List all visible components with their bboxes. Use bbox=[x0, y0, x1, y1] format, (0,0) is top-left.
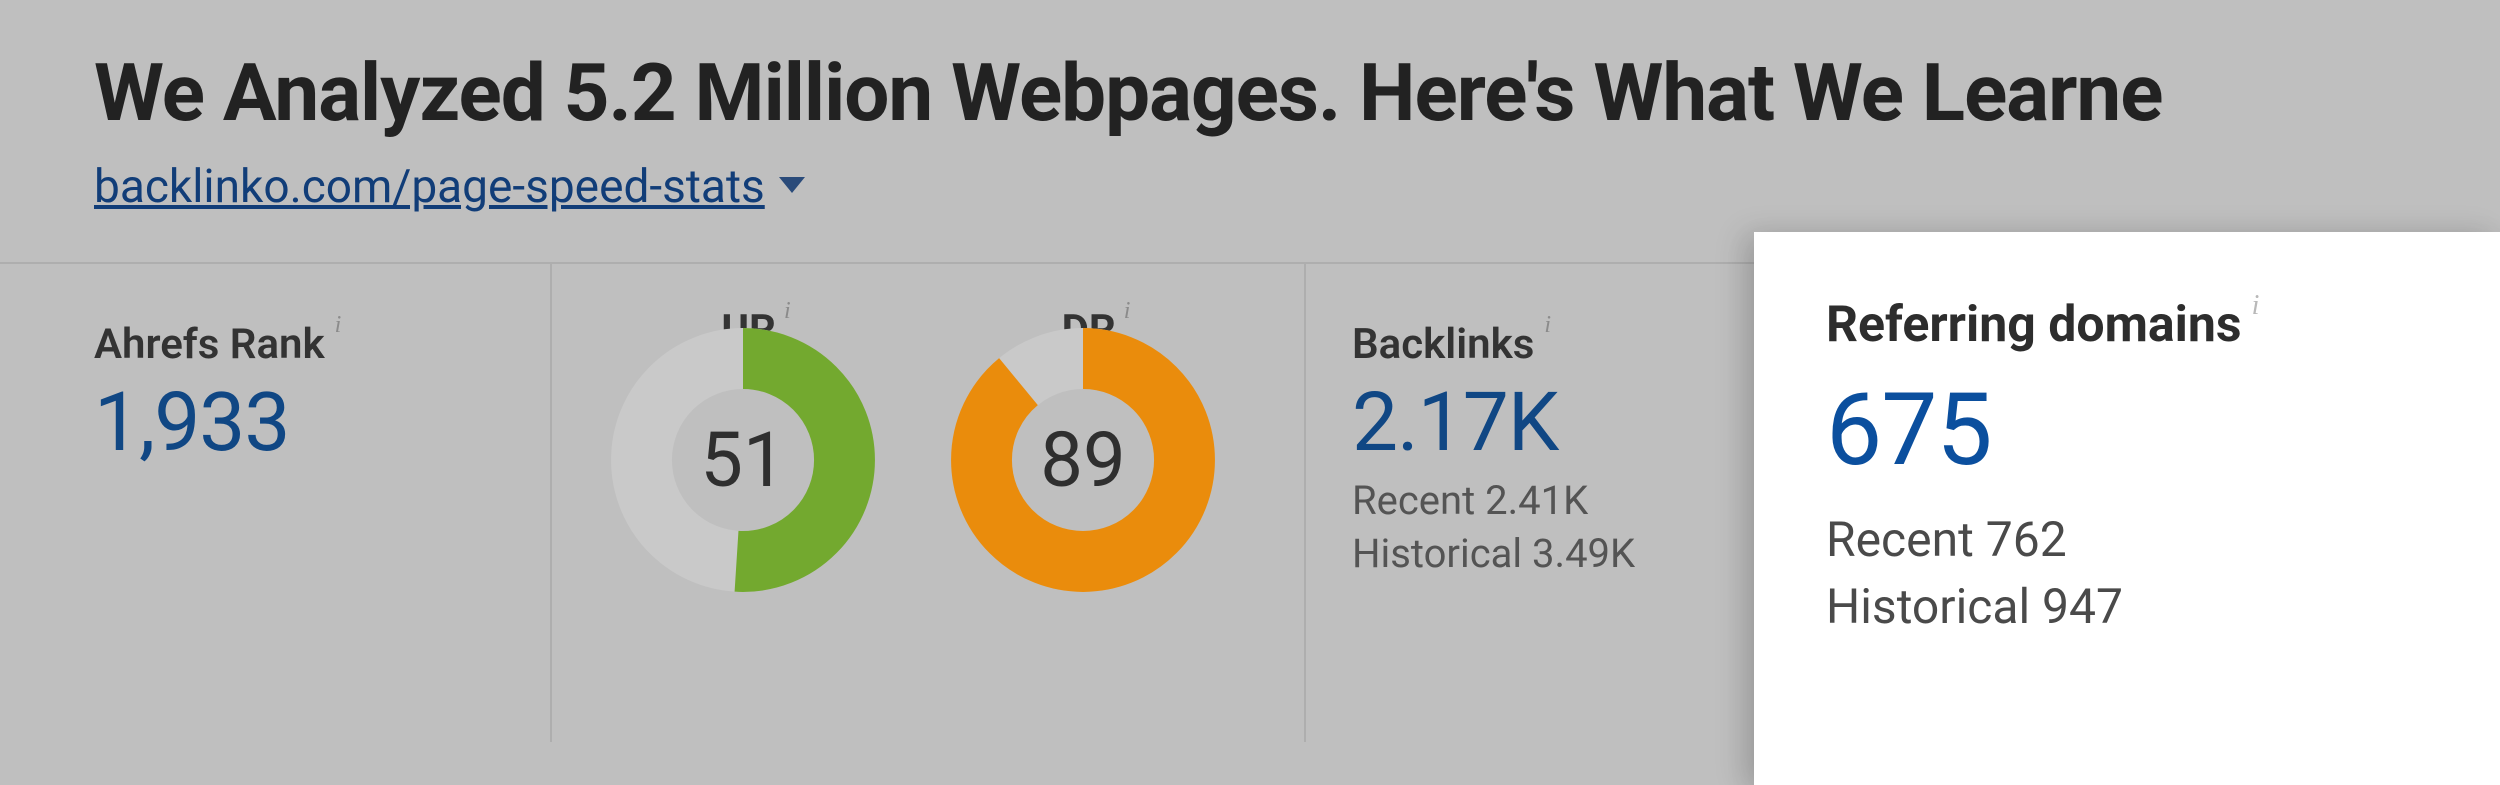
refdom-historical-label: Historical bbox=[1826, 578, 2030, 635]
dr-block[interactable]: DR i 89 bbox=[938, 306, 1228, 605]
refdom-historical: Historical 947 bbox=[1826, 578, 2444, 635]
panel-ratings: UR i 51 DR i 89 bbox=[552, 264, 1306, 742]
url-dropdown-icon[interactable] bbox=[779, 177, 805, 197]
ur-donut: 51 bbox=[598, 315, 888, 605]
rank-label-row: Ahrefs Rank i bbox=[94, 320, 504, 369]
refdom-historical-value: 947 bbox=[2042, 578, 2123, 635]
refdom-label: Referring domains bbox=[1826, 296, 2242, 354]
backlinks-recent-label: Recent bbox=[1352, 477, 1475, 524]
backlinks-historical-value: 3.49K bbox=[1532, 530, 1635, 577]
page-header: We Analyzed 5.2 Million Webpages. Here's… bbox=[0, 0, 2500, 214]
refdom-recent-label: Recent bbox=[1826, 511, 1974, 568]
refdom-label-row: Referring domains i bbox=[1826, 296, 2444, 354]
backlinks-recent: Recent 2.41K bbox=[1352, 477, 1700, 524]
rank-value: 1,933 bbox=[94, 375, 504, 471]
info-icon[interactable]: i bbox=[2252, 290, 2260, 322]
refdom-recent: Recent 762 bbox=[1826, 511, 2444, 568]
info-icon[interactable]: i bbox=[335, 312, 342, 339]
backlinks-historical: Historical 3.49K bbox=[1352, 530, 1700, 577]
page-url-link[interactable]: backlinko.com/page-speed-stats bbox=[94, 160, 765, 214]
ur-value: 51 bbox=[598, 315, 888, 605]
backlinks-label: Backlinks bbox=[1352, 320, 1534, 369]
dr-donut: 89 bbox=[938, 315, 1228, 605]
ur-block[interactable]: UR i 51 bbox=[598, 306, 888, 605]
backlinks-recent-value: 2.41K bbox=[1485, 477, 1588, 524]
page-title: We Analyzed 5.2 Million Webpages. Here's… bbox=[94, 46, 2500, 140]
panel-ahrefs-rank[interactable]: Ahrefs Rank i 1,933 bbox=[0, 264, 552, 742]
info-icon[interactable]: i bbox=[1544, 312, 1551, 339]
backlinks-label-row: Backlinks i bbox=[1352, 320, 1700, 369]
dr-value: 89 bbox=[938, 315, 1228, 605]
url-row: backlinko.com/page-speed-stats bbox=[94, 160, 2500, 214]
refdom-recent-value: 762 bbox=[1986, 511, 2067, 568]
backlinks-historical-label: Historical bbox=[1352, 530, 1522, 577]
panel-referring-domains[interactable]: Referring domains i 675 Recent 762 Histo… bbox=[1754, 232, 2500, 785]
backlinks-value: 2.17K bbox=[1352, 375, 1700, 471]
panel-backlinks[interactable]: Backlinks i 2.17K Recent 2.41K Historica… bbox=[1306, 264, 1746, 742]
rank-label: Ahrefs Rank bbox=[94, 320, 325, 369]
dashboard-root: We Analyzed 5.2 Million Webpages. Here's… bbox=[0, 0, 2500, 785]
refdom-value: 675 bbox=[1826, 372, 2444, 489]
